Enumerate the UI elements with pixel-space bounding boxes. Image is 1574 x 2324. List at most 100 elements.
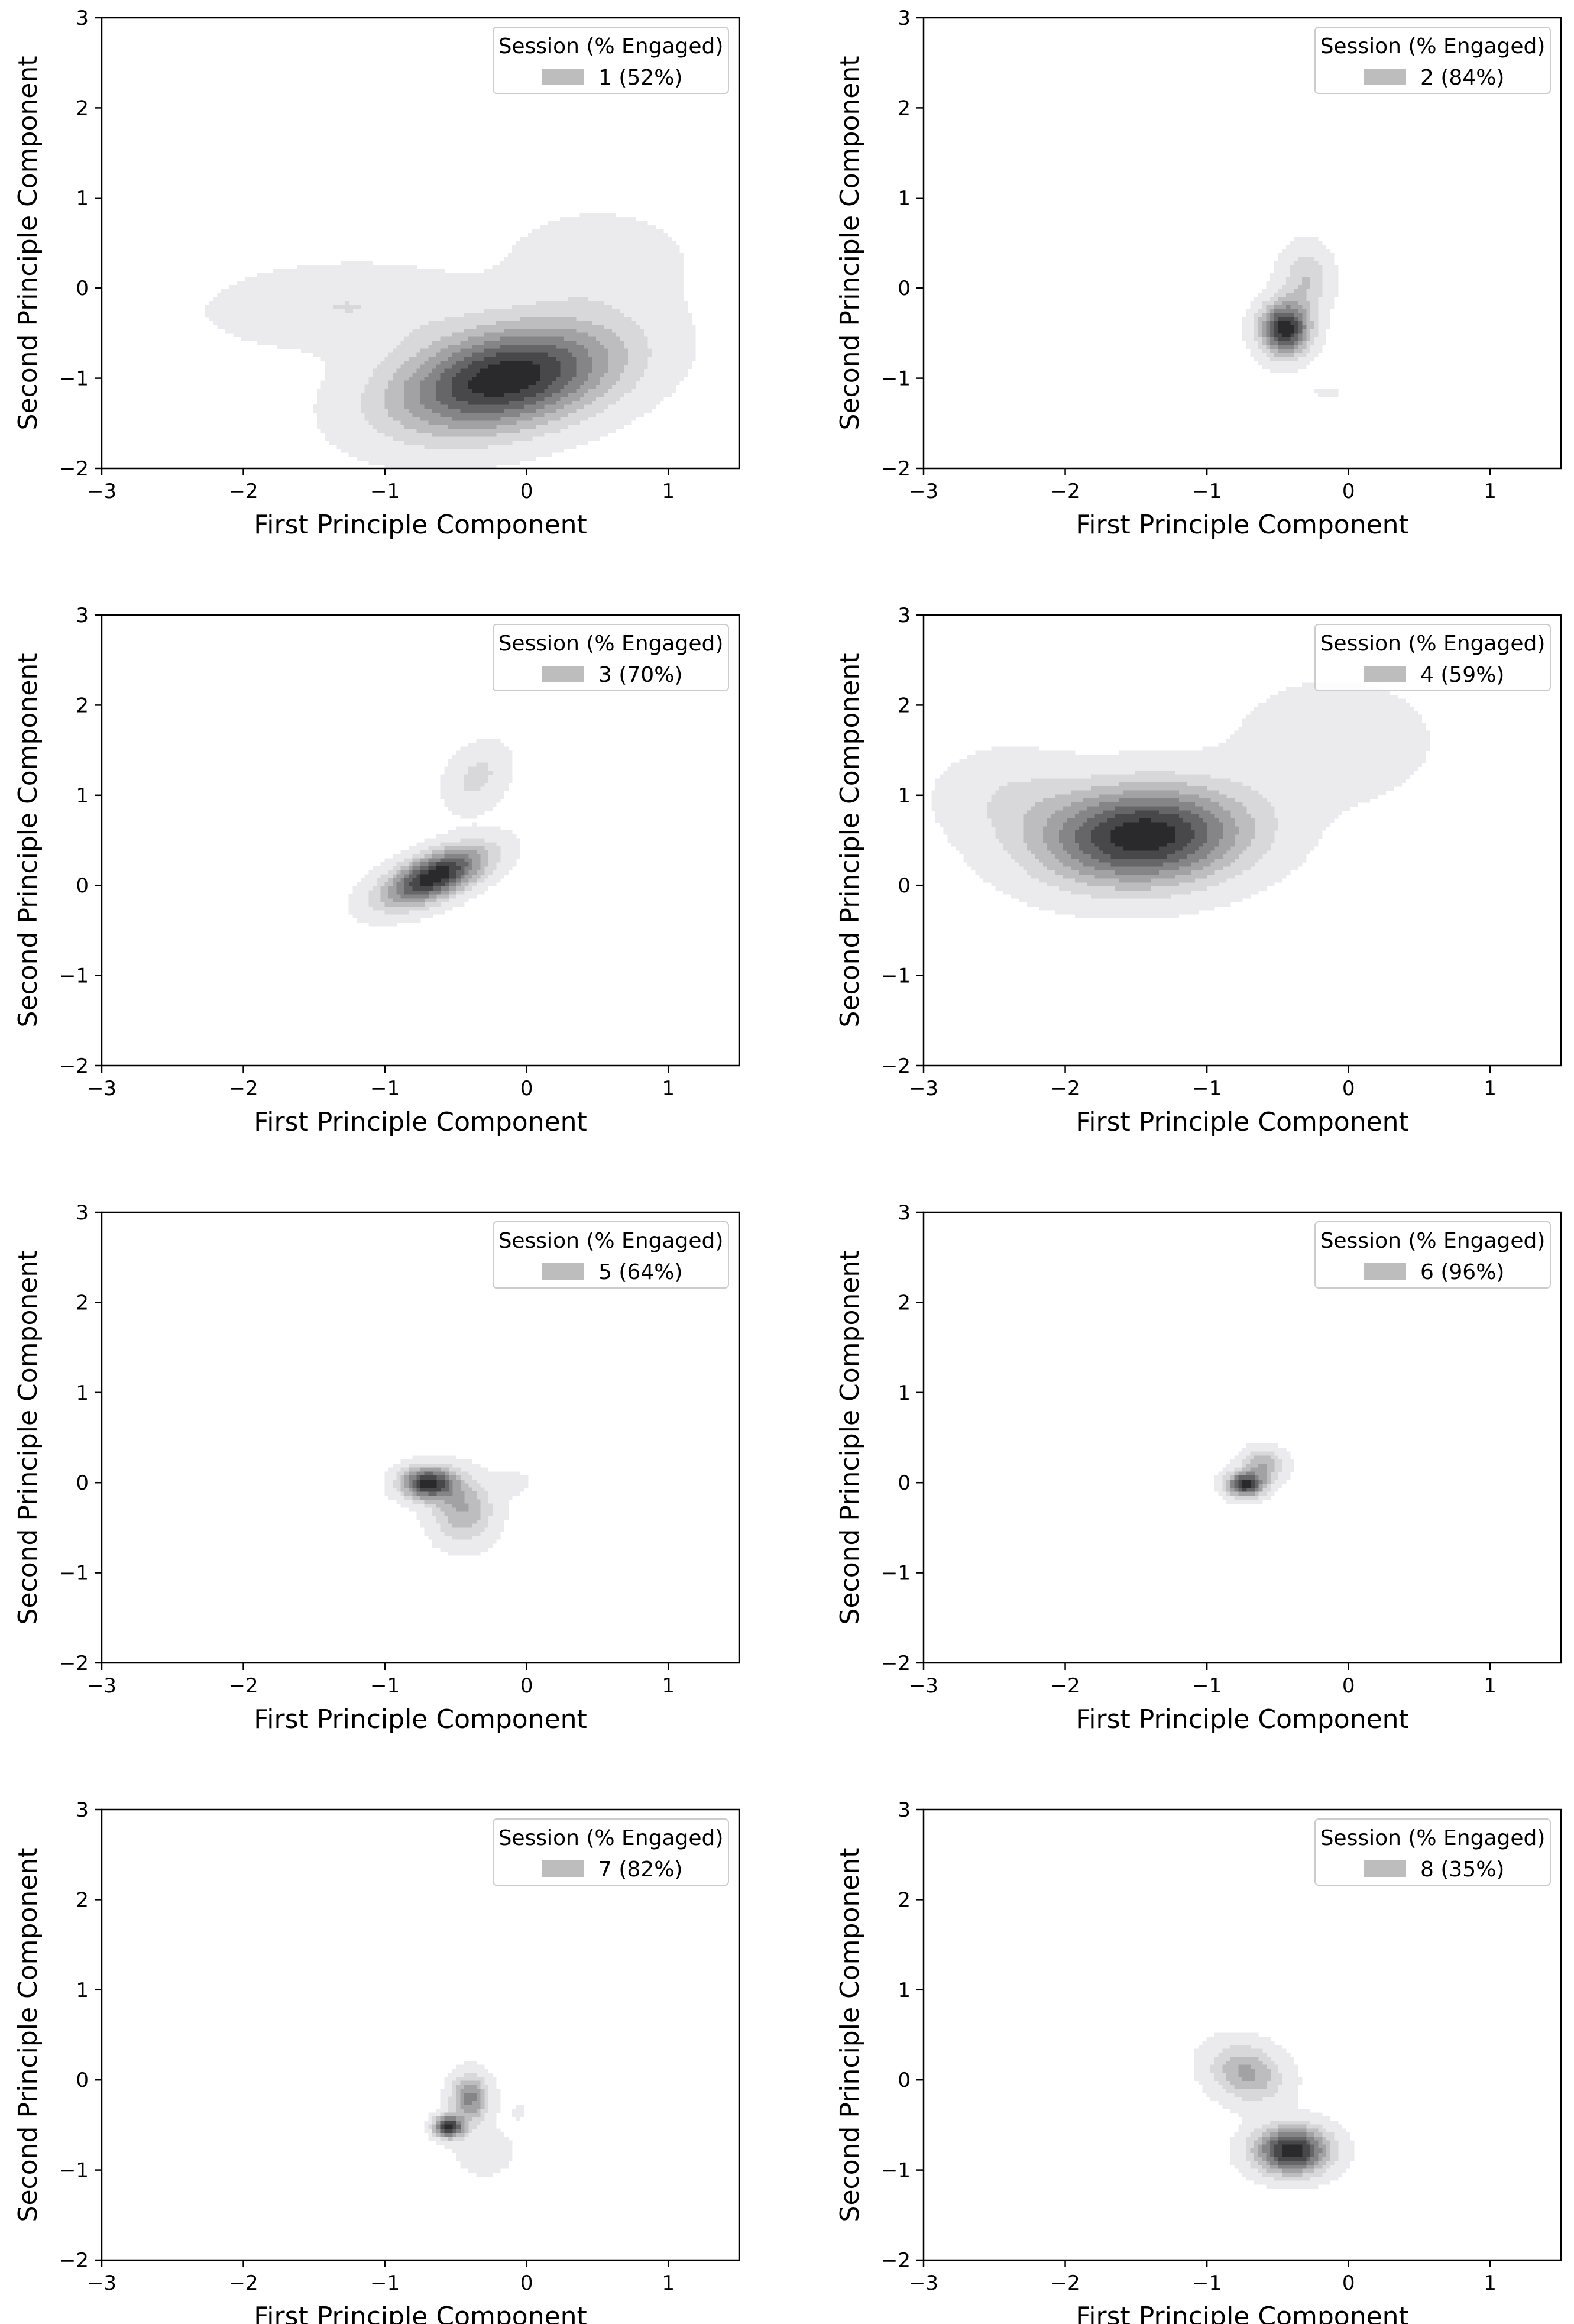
x-axis-label: First Principle Component (254, 1107, 587, 1137)
y-tick-label: −2 (59, 457, 89, 481)
x-tick-label: −1 (370, 1674, 400, 1698)
legend-label: 2 (84%) (1420, 66, 1504, 90)
legend-swatch (1364, 1860, 1406, 1877)
y-axis-label: Second Principle Component (835, 56, 865, 431)
legend-title: Session (% Engaged) (498, 1229, 724, 1253)
x-tick-label: 0 (1342, 480, 1355, 503)
x-tick-label: −3 (87, 1674, 116, 1698)
density-level-8 (1278, 321, 1295, 338)
y-axis-label: Second Principle Component (13, 1251, 43, 1625)
y-tick-label: 1 (76, 1381, 89, 1405)
y-axis-label: Second Principle Component (835, 1251, 865, 1625)
legend-title: Session (% Engaged) (498, 34, 724, 59)
y-axis-label: Second Principle Component (13, 56, 43, 431)
legend-label: 5 (64%) (598, 1260, 682, 1284)
legend-swatch (1364, 666, 1406, 682)
x-tick-label: −2 (1050, 1077, 1080, 1100)
y-tick-label: 3 (76, 1798, 89, 1822)
density-level-8 (1242, 1479, 1251, 1488)
y-tick-label: 1 (898, 1979, 911, 2002)
legend: Session (% Engaged) 2 (84%) (1314, 27, 1551, 94)
x-tick-label: −3 (909, 2271, 938, 2295)
y-tick-label: −1 (59, 2159, 89, 2183)
density-level-8 (1282, 2144, 1303, 2157)
legend: Session (% Engaged) 4 (59%) (1314, 624, 1551, 691)
y-tick-label: 0 (898, 1471, 911, 1495)
density-level-8 (444, 2124, 453, 2129)
density-level-8 (468, 360, 540, 397)
y-axis-label: Second Principle Component (835, 1848, 865, 2222)
legend: Session (% Engaged) 6 (96%) (1314, 1221, 1551, 1289)
y-tick-label: −1 (881, 367, 911, 391)
y-tick-label: 1 (76, 1979, 89, 2002)
legend-swatch (542, 69, 584, 85)
y-axis-label: Second Principle Component (835, 653, 865, 1028)
x-tick-label: −2 (1050, 1674, 1080, 1698)
y-tick-label: 2 (898, 1888, 911, 1912)
y-tick-label: −2 (881, 1054, 911, 1078)
x-tick-label: 1 (662, 480, 675, 503)
y-tick-label: −2 (881, 2249, 911, 2273)
y-tick-label: −2 (59, 1054, 89, 1078)
y-tick-label: 1 (898, 187, 911, 211)
x-tick-label: −2 (228, 1077, 258, 1100)
legend: Session (% Engaged) 7 (82%) (493, 1818, 729, 1886)
x-tick-label: −2 (1050, 2271, 1080, 2295)
x-axis-label: First Principle Component (1076, 1107, 1409, 1137)
x-axis-label: First Principle Component (254, 2302, 587, 2324)
x-tick-label: −2 (228, 480, 258, 503)
axes-frame (101, 17, 740, 470)
y-tick-label: 3 (898, 1798, 911, 1822)
x-tick-label: −3 (87, 2271, 116, 2295)
legend-label: 4 (59%) (1420, 663, 1504, 687)
x-tick-label: −3 (87, 1077, 116, 1100)
x-tick-label: −1 (370, 2271, 400, 2295)
y-tick-label: 1 (898, 784, 911, 808)
x-tick-label: 0 (520, 480, 533, 503)
y-tick-label: −2 (59, 2249, 89, 2273)
y-tick-label: 2 (898, 96, 911, 120)
x-tick-label: 1 (1484, 480, 1497, 503)
legend-label: 1 (52%) (598, 66, 682, 90)
x-tick-label: −1 (1192, 480, 1222, 503)
axes-frame (922, 17, 1562, 470)
y-tick-label: 2 (76, 96, 89, 120)
y-tick-label: 2 (76, 1888, 89, 1912)
x-tick-label: −2 (228, 2271, 258, 2295)
legend: Session (% Engaged) 1 (52%) (493, 27, 729, 94)
x-axis-label: First Principle Component (254, 510, 587, 540)
y-tick-label: 1 (898, 1381, 911, 1405)
y-tick-label: −2 (881, 1652, 911, 1675)
y-tick-label: 0 (76, 2069, 89, 2092)
y-tick-label: −1 (59, 964, 89, 988)
x-tick-label: −3 (909, 1077, 938, 1100)
density-level-8 (420, 866, 449, 887)
y-tick-label: 1 (76, 187, 89, 211)
legend-label: 7 (82%) (598, 1857, 682, 1882)
legend: Session (% Engaged) 8 (35%) (1314, 1818, 1551, 1886)
x-tick-label: −3 (87, 480, 116, 503)
x-tick-label: 1 (662, 1077, 675, 1100)
density-level-8 (1110, 818, 1175, 851)
x-tick-label: 1 (1484, 2271, 1497, 2295)
y-tick-label: 1 (76, 784, 89, 808)
x-tick-label: 1 (662, 1674, 675, 1698)
legend-title: Session (% Engaged) (1320, 632, 1546, 656)
legend-title: Session (% Engaged) (1320, 1229, 1546, 1253)
legend-label: 3 (70%) (598, 663, 682, 687)
density-contours (1214, 1443, 1295, 1504)
density-contours (384, 1455, 529, 1556)
legend: Session (% Engaged) 5 (64%) (493, 1221, 729, 1289)
density-contours (931, 682, 1430, 919)
y-tick-label: 0 (898, 874, 911, 898)
x-tick-label: −1 (1192, 1674, 1222, 1698)
axes-frame (101, 614, 740, 1067)
axes-frame (922, 1808, 1562, 2261)
density-contours (348, 739, 521, 927)
